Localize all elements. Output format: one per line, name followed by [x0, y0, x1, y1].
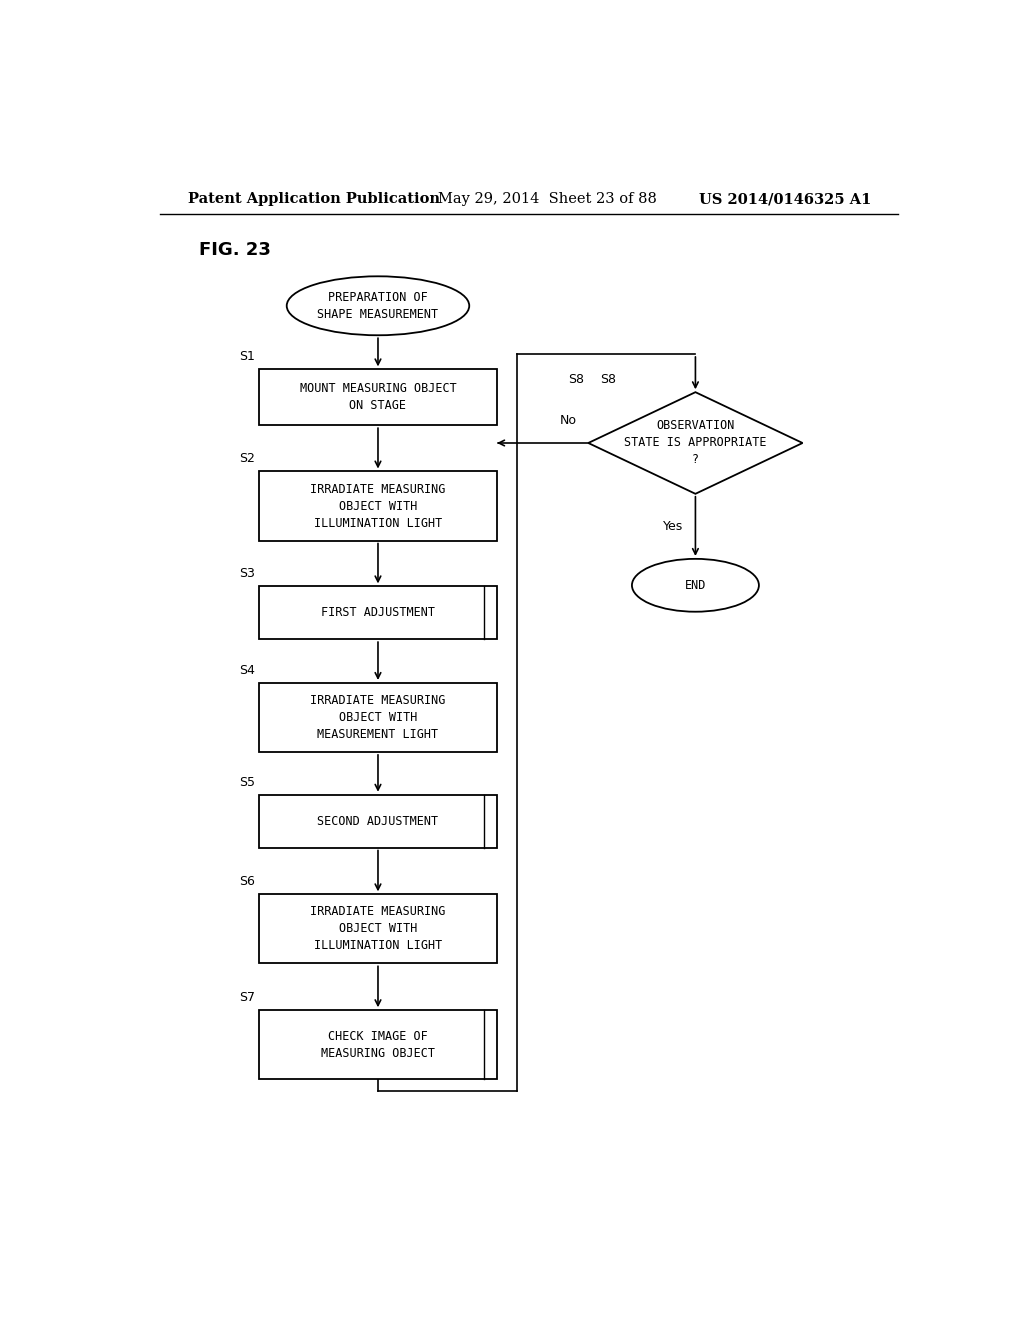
Polygon shape — [588, 392, 803, 494]
Text: FIG. 23: FIG. 23 — [200, 240, 271, 259]
Text: S6: S6 — [239, 875, 255, 888]
Text: S2: S2 — [239, 453, 255, 466]
Ellipse shape — [287, 276, 469, 335]
Text: S3: S3 — [239, 568, 255, 581]
Text: Yes: Yes — [664, 520, 684, 533]
Bar — [259, 586, 497, 639]
Bar — [259, 1010, 497, 1080]
Text: IRRADIATE MEASURING
OBJECT WITH
ILLUMINATION LIGHT: IRRADIATE MEASURING OBJECT WITH ILLUMINA… — [310, 906, 445, 952]
Text: IRRADIATE MEASURING
OBJECT WITH
ILLUMINATION LIGHT: IRRADIATE MEASURING OBJECT WITH ILLUMINA… — [310, 483, 445, 529]
Text: END: END — [685, 578, 707, 591]
Bar — [259, 471, 497, 541]
Text: May 29, 2014  Sheet 23 of 88: May 29, 2014 Sheet 23 of 88 — [437, 191, 656, 206]
Text: S5: S5 — [239, 776, 255, 788]
Text: S8: S8 — [568, 374, 585, 385]
Text: FIRST ADJUSTMENT: FIRST ADJUSTMENT — [321, 606, 435, 619]
Text: US 2014/0146325 A1: US 2014/0146325 A1 — [699, 191, 871, 206]
Text: OBSERVATION
STATE IS APPROPRIATE
?: OBSERVATION STATE IS APPROPRIATE ? — [625, 420, 767, 466]
Text: S8: S8 — [600, 374, 616, 385]
Text: S4: S4 — [239, 664, 255, 677]
Bar — [259, 370, 497, 425]
Text: CHECK IMAGE OF
MEASURING OBJECT: CHECK IMAGE OF MEASURING OBJECT — [321, 1030, 435, 1060]
Text: SECOND ADJUSTMENT: SECOND ADJUSTMENT — [317, 814, 438, 828]
Text: No: No — [559, 414, 577, 428]
Bar — [259, 795, 497, 847]
Text: MOUNT MEASURING OBJECT
ON STAGE: MOUNT MEASURING OBJECT ON STAGE — [300, 383, 457, 412]
Bar — [259, 682, 497, 752]
Text: PREPARATION OF
SHAPE MEASUREMENT: PREPARATION OF SHAPE MEASUREMENT — [317, 290, 438, 321]
Text: IRRADIATE MEASURING
OBJECT WITH
MEASUREMENT LIGHT: IRRADIATE MEASURING OBJECT WITH MEASUREM… — [310, 694, 445, 741]
Text: Patent Application Publication: Patent Application Publication — [187, 191, 439, 206]
Text: S1: S1 — [239, 350, 255, 363]
Ellipse shape — [632, 558, 759, 611]
Text: S7: S7 — [239, 991, 255, 1005]
Bar — [259, 894, 497, 964]
